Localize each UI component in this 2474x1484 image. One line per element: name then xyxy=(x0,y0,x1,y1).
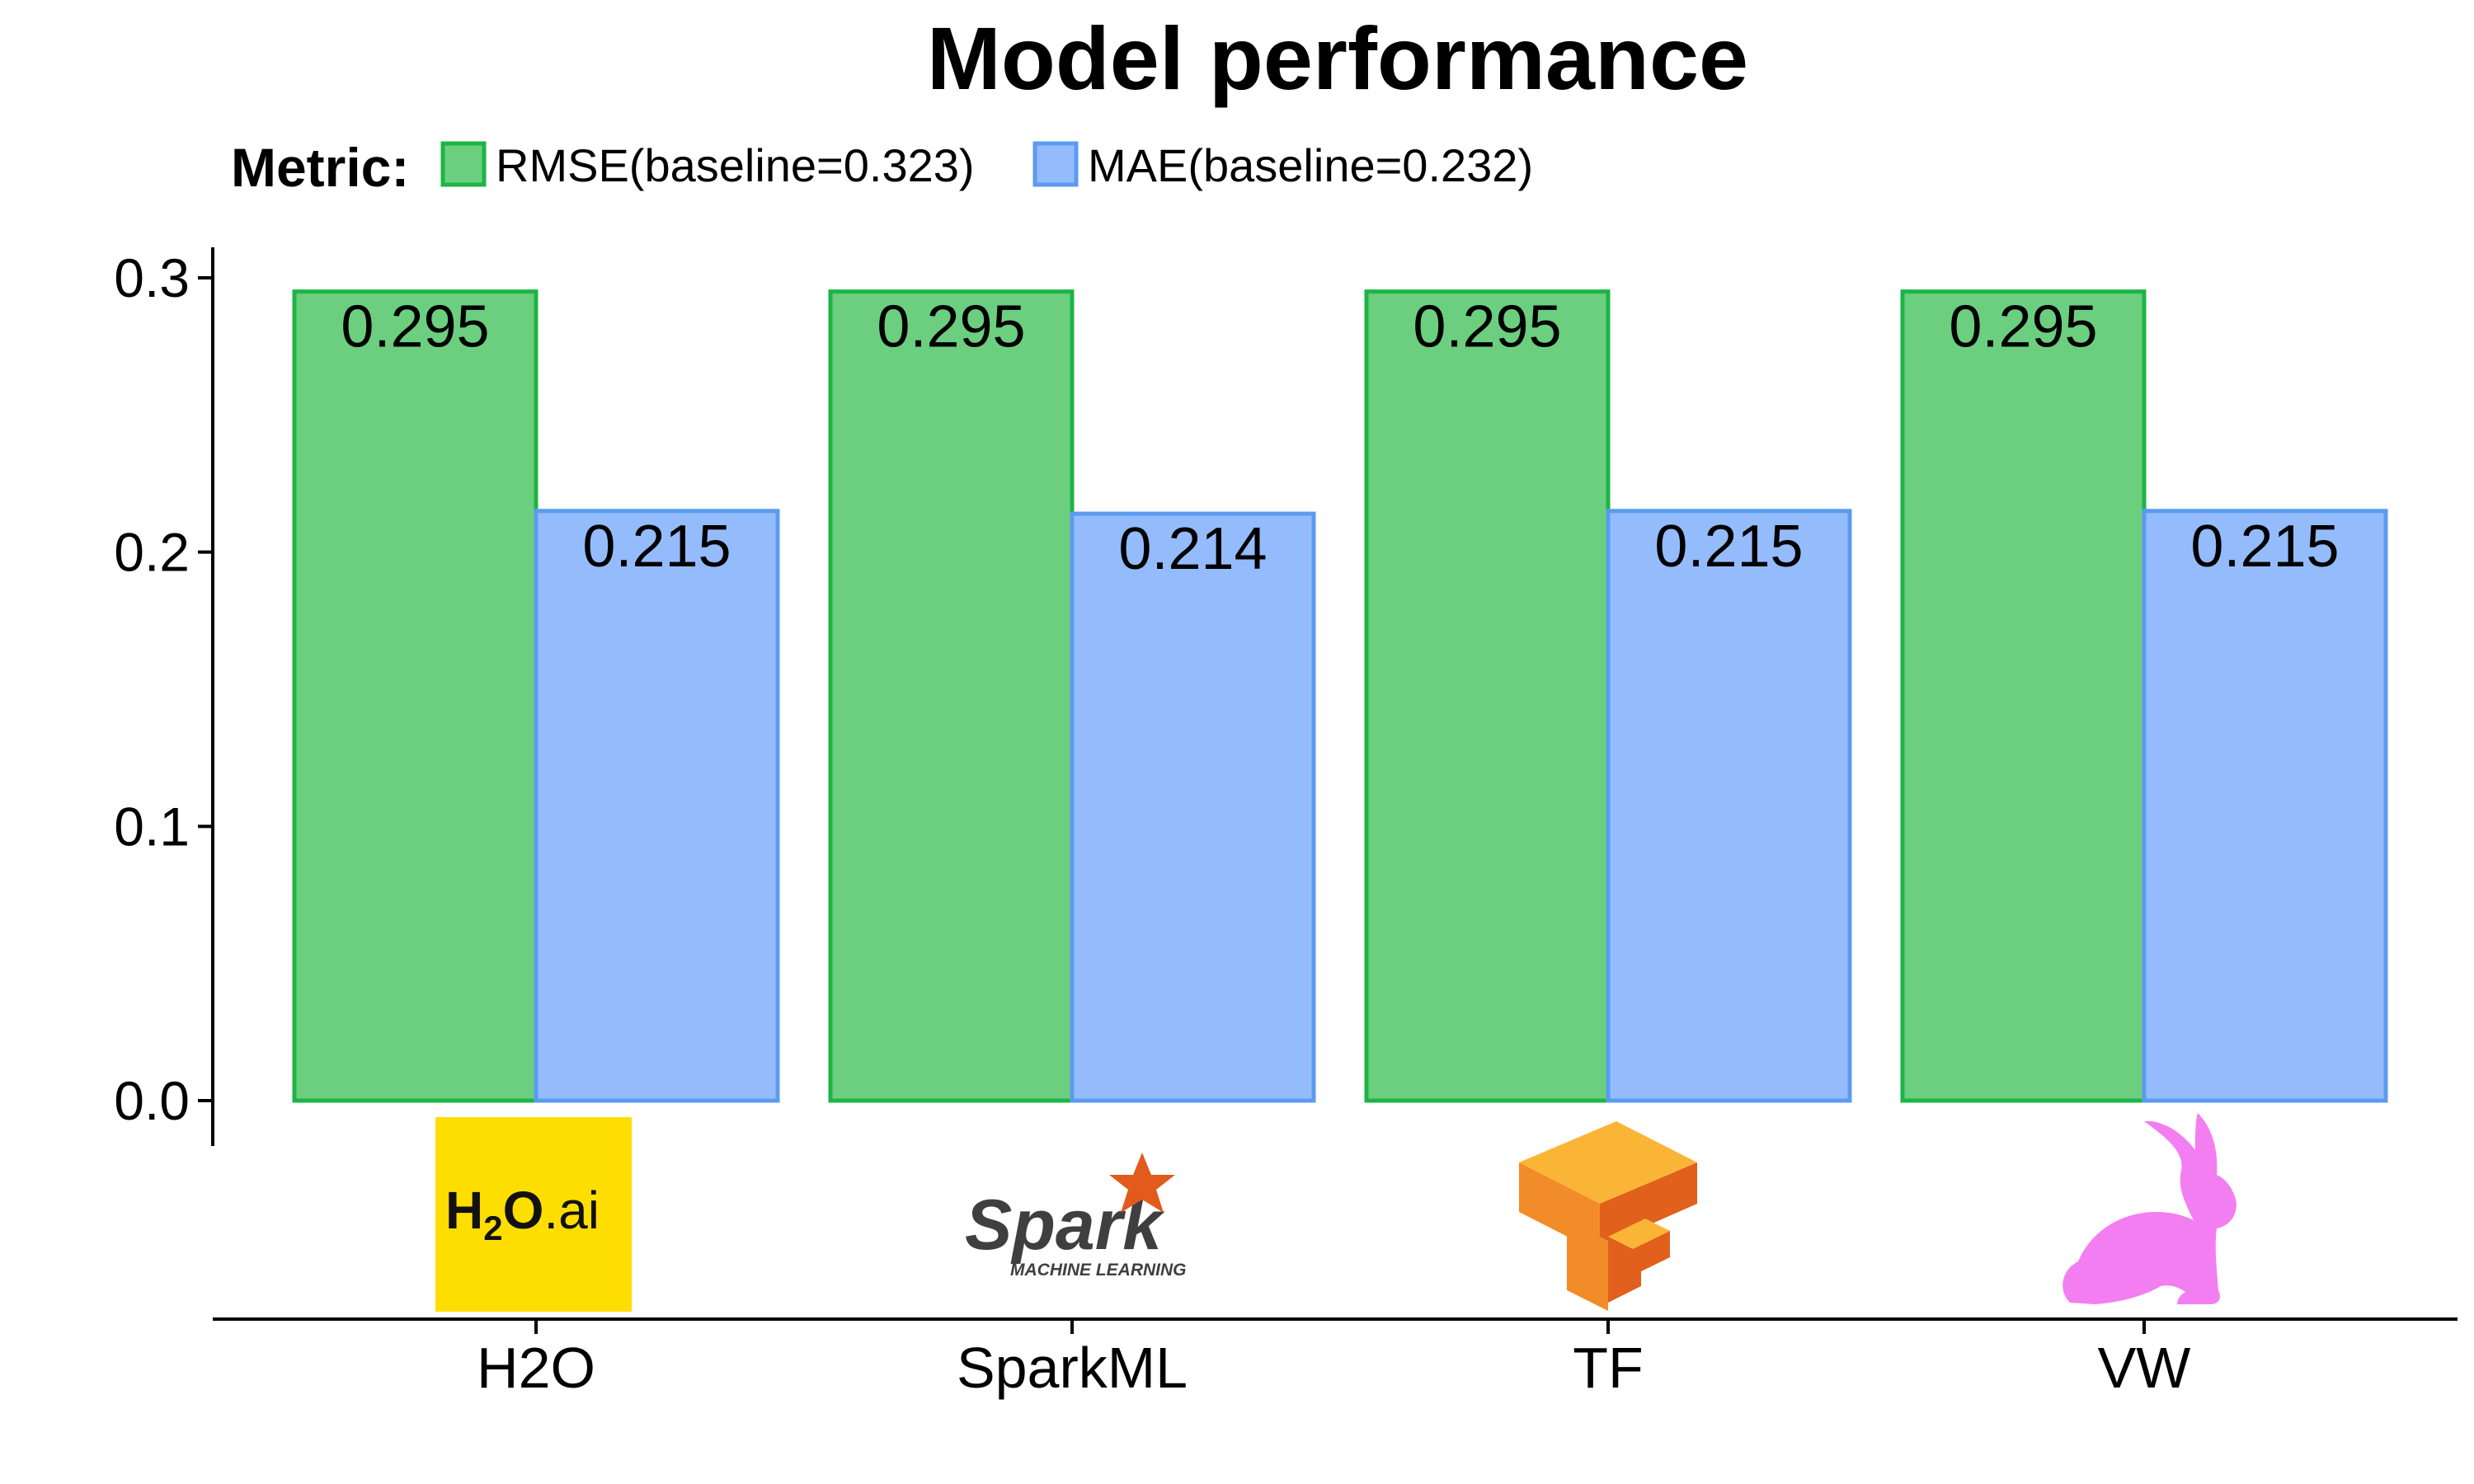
spark-logo-subtext: MACHINE LEARNING xyxy=(1010,1261,1187,1280)
tf-right-face xyxy=(1600,1162,1697,1307)
bar-mae xyxy=(534,509,780,1103)
legend-label-mae: MAE(baseline=0.232) xyxy=(1088,139,1533,191)
legend-swatch-mae xyxy=(1032,141,1079,187)
bar-mae xyxy=(2142,509,2388,1103)
bar-rmse xyxy=(292,289,539,1103)
chart-title: Model performance xyxy=(927,8,1748,108)
tf-top-face xyxy=(1519,1121,1697,1204)
data-label-rmse: 0.295 xyxy=(1949,294,2097,360)
x-tick-label: VW xyxy=(2098,1336,2191,1400)
bar-rmse xyxy=(828,289,1075,1103)
x-tick-label: TF xyxy=(1573,1336,1644,1400)
x-tick-label: SparkML xyxy=(957,1336,1188,1400)
legend: Metric: RMSE(baseline=0.323) MAE(baselin… xyxy=(231,137,1533,198)
x-tick-label: H2O xyxy=(477,1336,595,1400)
data-label-rmse: 0.295 xyxy=(341,294,489,360)
bars xyxy=(292,289,2388,1103)
data-label-mae: 0.215 xyxy=(1654,514,1803,580)
x-axis: H2O SparkML TF VW xyxy=(213,1317,2458,1400)
data-labels: 0.295 0.295 0.295 0.295 0.215 0.214 0.215 0.215 xyxy=(341,294,2339,582)
rabbit-logo xyxy=(2062,1113,2236,1304)
bar-rmse xyxy=(1364,289,1611,1103)
bar-mae xyxy=(1606,509,1852,1103)
bar-mae xyxy=(1070,511,1316,1103)
tf-branch-side xyxy=(1633,1231,1670,1275)
spark-star-icon xyxy=(1109,1153,1175,1213)
data-label-mae: 0.215 xyxy=(582,514,731,580)
y-tick-label: 0.1 xyxy=(114,796,190,857)
data-label-rmse: 0.295 xyxy=(1413,294,1561,360)
legend-label-rmse: RMSE(baseline=0.323) xyxy=(496,139,975,191)
legend-title: Metric: xyxy=(231,137,409,198)
rabbit-icon xyxy=(2062,1113,2236,1304)
legend-swatch-rmse xyxy=(440,141,487,187)
bar-rmse xyxy=(1900,289,2147,1103)
y-tick-label: 0.0 xyxy=(114,1070,190,1131)
h2o-logo-text: H2O.ai xyxy=(445,1181,600,1247)
h2o-ai-logo: H2O.ai xyxy=(435,1117,632,1312)
category-logos: H2O.ai Spark MACHINE LEARNING xyxy=(435,1113,2236,1312)
y-tick-label: 0.2 xyxy=(114,522,190,583)
spark-ml-logo: Spark MACHINE LEARNING xyxy=(965,1153,1187,1280)
tf-stem-front xyxy=(1567,1220,1608,1311)
data-label-mae: 0.215 xyxy=(2190,514,2339,580)
tf-branch-top xyxy=(1608,1219,1670,1249)
data-label-rmse: 0.295 xyxy=(877,294,1025,360)
data-label-mae: 0.214 xyxy=(1118,516,1267,582)
y-tick-label: 0.3 xyxy=(114,247,190,308)
y-axis: 0.0 0.1 0.2 0.3 xyxy=(114,247,214,1146)
tensorflow-logo xyxy=(1519,1121,1697,1311)
h2o-logo-background xyxy=(435,1117,632,1312)
